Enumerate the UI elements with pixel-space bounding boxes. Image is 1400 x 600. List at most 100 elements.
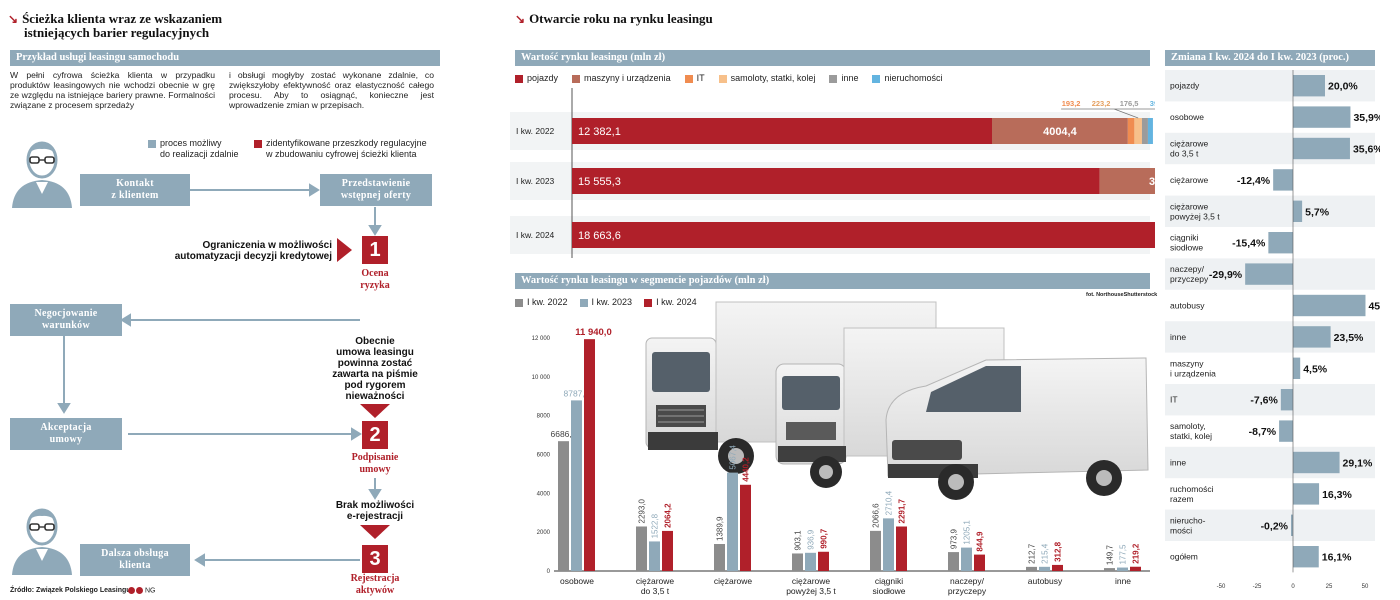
legend-swatch: [515, 74, 523, 83]
chart3-bar: [1293, 546, 1319, 568]
chart2-bar: [974, 554, 985, 571]
legend-swatch: [829, 74, 838, 83]
chart2-value-label: 177,5: [1119, 544, 1128, 565]
chart2-category-label: autobusy: [1028, 576, 1063, 586]
box-service-line1: Dalsza obsługa: [101, 548, 169, 559]
chart3-value-label: 4,5%: [1303, 363, 1328, 375]
chart3-category-label: IT: [1170, 395, 1178, 405]
legend-swatch: [515, 298, 523, 307]
chart3-category-label: inne: [1170, 332, 1186, 342]
chart2-bar: [571, 400, 582, 571]
legend-swatch: [872, 74, 881, 83]
barrier-3-line1: Brak możliwości: [335, 500, 415, 511]
chart3-xtick-label: 0: [1291, 584, 1295, 590]
legend-remote-text-2: do realizacji zdalnie: [160, 149, 239, 159]
chart3-category-label: razem: [1170, 494, 1194, 504]
chart2-category-label: ciężarowe: [792, 576, 831, 586]
logo-dot-icon: [128, 587, 135, 594]
barrier-1-line1: Ograniczenia w możliwości: [202, 240, 332, 251]
legend-swatch: [684, 74, 693, 83]
left-title-line2: istniejących barier regulacyjnych: [24, 25, 210, 40]
chart2-bar: [883, 518, 894, 571]
source-mark: NG: [128, 587, 155, 594]
chart2-legend-item: I kw. 2024: [644, 297, 697, 307]
chart2-value-label: 5067,4: [729, 445, 738, 470]
legend-remote-swatch: [148, 139, 156, 148]
step-2-line1: Podpisanie: [351, 452, 399, 463]
chart3-bar: [1293, 106, 1351, 128]
chart3-category-label: do 3,5 t: [1170, 149, 1199, 159]
chart2-ytick-label: 10 000: [532, 375, 551, 381]
step-3-line1: Rejestracja: [350, 573, 400, 584]
chart1-value-label: 15 555,3: [578, 176, 621, 188]
chart3-row-bg: [1165, 384, 1375, 416]
chart1-bar-segment: [992, 118, 1128, 144]
chart3-xtick-label: 50: [1362, 584, 1369, 590]
left-paragraph-2: i obsługi mogłyby zostać wykonane zdalni…: [229, 70, 434, 110]
chart3-category-label: nierucho-: [1170, 515, 1206, 525]
chart1-bar-segment: [572, 168, 1100, 194]
chart3-category-label: osobowe: [1170, 112, 1204, 122]
chart2-value-label: 1389,9: [716, 516, 725, 541]
legend-label: inne: [841, 73, 859, 83]
chart2-bar: [792, 553, 803, 571]
chart3-value-label: -12,4%: [1237, 175, 1271, 187]
chart2-plot: 0 2000 4000 6000 8000 10 000 12 000 6686,2 8787,…: [532, 327, 1150, 596]
chart3-value-label: 20,0%: [1328, 81, 1358, 93]
chart3-category-label: autobusy: [1170, 301, 1205, 311]
chart3-category-label: ogółem: [1170, 552, 1198, 562]
legend-barrier-text-1: zidentyfikowane przeszkody regulacyjne: [266, 138, 427, 148]
chart2-value-label: 990,7: [820, 528, 829, 549]
step-3-label: Rejestracja aktywów: [330, 573, 420, 597]
box-negotiation-line2: warunków: [42, 320, 90, 331]
chart1-bar-segment: [1134, 118, 1142, 144]
chart1-category-label: I kw. 2023: [516, 176, 555, 186]
chart2-value-label: 149,7: [1106, 545, 1115, 566]
chart3-value-label: 29,1%: [1343, 458, 1373, 470]
chart3-bar: [1280, 389, 1293, 411]
chart2-category-label: przyczepy: [948, 586, 987, 596]
chart2-bar: [870, 530, 881, 571]
chart3-xtick-label: -50: [1217, 584, 1226, 590]
barrier-2-line6: nieważności: [345, 391, 405, 402]
chart2-value-label: 936,9: [807, 529, 816, 550]
van-image: [885, 357, 1149, 500]
chart3-bar: [1293, 357, 1301, 379]
chart2-bar: [1052, 564, 1063, 571]
chart3-value-label: 5,7%: [1305, 206, 1330, 218]
barrier-2-line3: powinna zostać: [337, 358, 413, 369]
legend-barrier-swatch: [254, 139, 262, 148]
step-2-line2: umowy: [359, 464, 391, 475]
chart3-value-label: -8,7%: [1249, 426, 1277, 438]
chart1-leader-line: [1061, 108, 1155, 119]
barrier-2-line1: Obecnie: [355, 336, 395, 347]
chart2-value-label: 2066,6: [872, 503, 881, 528]
flow-connectors: [57, 183, 390, 567]
chart2-ytick-label: 4000: [537, 491, 551, 497]
legend-label: I kw. 2023: [591, 297, 633, 307]
chart1-bar-segment: [1127, 118, 1135, 144]
step-1-label: Ocena ryzyka: [340, 268, 410, 292]
legend-barrier: zidentyfikowane przeszkody regulacyjne w…: [254, 138, 427, 160]
chart2-bar: [948, 552, 959, 571]
chart3-category-label: naczepy/: [1170, 264, 1205, 274]
barrier-3-line2: e-rejestracji: [346, 511, 404, 522]
chart2-value-label: 2710,4: [885, 490, 894, 515]
step-1-number: 1: [362, 236, 388, 264]
chart2-legend: I kw. 2022 I kw. 2023 I kw. 2024: [515, 297, 815, 308]
chart2-category-label: do 3,5 t: [641, 586, 670, 596]
chart1-category-label: I kw. 2022: [516, 126, 555, 136]
box-accept-line1: Akceptacja: [40, 422, 92, 433]
chart2-category-label: ciężarowe: [636, 576, 675, 586]
chart1-legend-item: inne: [829, 73, 858, 83]
chart3-bar: [1279, 420, 1293, 442]
legend-label: IT: [696, 73, 705, 83]
chart2-value-label: 2293,0: [638, 498, 647, 523]
chart3-row-bg: [1165, 446, 1375, 479]
chart1-value-label: 3903,7: [1149, 176, 1155, 188]
chart3-category-label: inne: [1170, 458, 1186, 468]
chart2-ytick-label: 12 000: [532, 336, 551, 342]
chart1-legend-item: maszyny i urządzenia: [572, 73, 671, 83]
box-negotiation-line1: Negocjowanie: [34, 308, 98, 319]
